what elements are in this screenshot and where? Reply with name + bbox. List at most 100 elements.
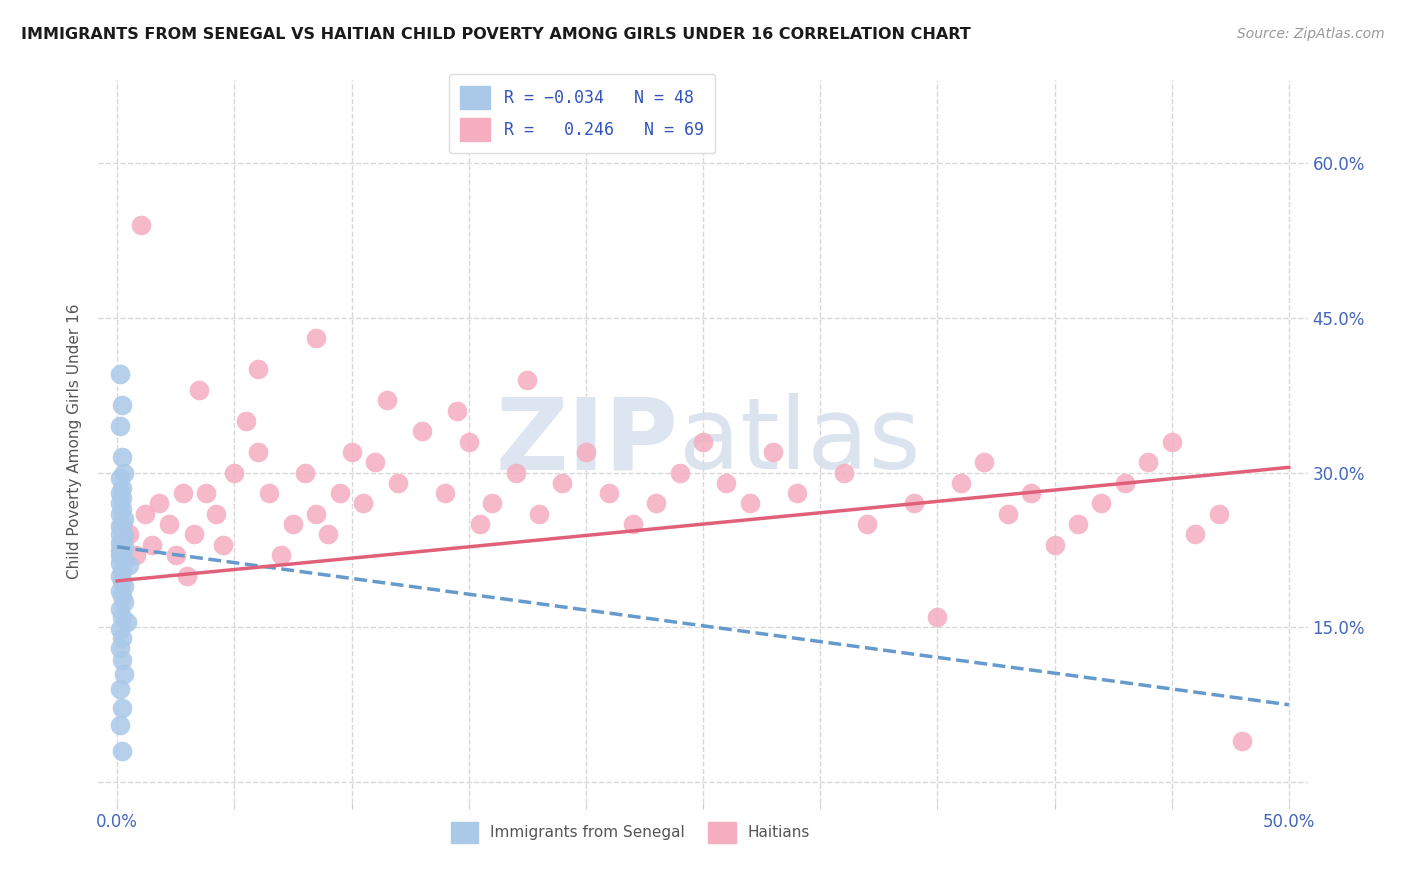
Point (165, 548, 187, 562)
Point (118, 527, 141, 541)
Point (157, 517, 180, 532)
Point (832, 466, 855, 480)
Point (259, 486, 281, 500)
Point (224, 466, 246, 480)
Point (856, 517, 879, 532)
Point (246, 362, 269, 376)
Point (1019, 486, 1042, 500)
Point (668, 466, 690, 480)
Point (111, 701, 134, 715)
Point (108, 568, 131, 582)
Point (903, 496, 925, 510)
Point (111, 653, 134, 667)
Point (111, 491, 134, 506)
Point (692, 434, 714, 449)
Point (129, 218, 152, 232)
Point (305, 507, 328, 521)
Point (1208, 507, 1230, 521)
Point (108, 601, 131, 615)
Point (108, 542, 131, 557)
Point (111, 550, 134, 565)
Point (738, 496, 761, 510)
Text: atlas: atlas (679, 393, 921, 490)
Point (188, 383, 211, 397)
Point (762, 445, 785, 459)
Point (1160, 434, 1182, 449)
Point (1043, 538, 1066, 552)
Point (111, 610, 134, 624)
Point (108, 496, 131, 510)
Point (527, 507, 550, 521)
Point (281, 517, 304, 532)
Point (316, 527, 339, 541)
Point (111, 564, 134, 578)
Point (108, 557, 131, 571)
Point (329, 486, 352, 500)
Point (125, 548, 148, 562)
Point (997, 507, 1019, 521)
Point (973, 455, 995, 469)
Point (111, 522, 134, 536)
Point (111, 517, 134, 532)
Text: IMMIGRANTS FROM SENEGAL VS HAITIAN CHILD POVERTY AMONG GIRLS UNDER 16 CORRELATIO: IMMIGRANTS FROM SENEGAL VS HAITIAN CHILD… (21, 27, 970, 42)
Point (470, 517, 492, 532)
Point (516, 373, 538, 387)
Point (246, 445, 269, 459)
Point (108, 623, 131, 637)
Point (111, 538, 134, 552)
Point (176, 568, 198, 582)
Point (621, 517, 644, 532)
Point (411, 424, 433, 438)
Point (111, 744, 134, 758)
Point (112, 666, 135, 681)
Point (387, 475, 409, 490)
Text: ZIP: ZIP (496, 393, 679, 490)
Point (575, 445, 598, 459)
Point (481, 496, 503, 510)
Point (645, 496, 668, 510)
Legend: Immigrants from Senegal, Haitians: Immigrants from Senegal, Haitians (444, 815, 817, 849)
Point (108, 682, 131, 697)
Point (108, 548, 131, 562)
Point (446, 403, 468, 417)
Point (457, 434, 479, 449)
Point (112, 466, 135, 480)
Point (112, 579, 135, 593)
Point (949, 475, 972, 490)
Point (1114, 475, 1136, 490)
Point (172, 486, 194, 500)
Point (195, 486, 218, 500)
Point (340, 445, 363, 459)
Point (551, 475, 574, 490)
Point (112, 512, 135, 526)
Point (270, 548, 292, 562)
Point (108, 640, 131, 655)
Point (305, 331, 328, 345)
Point (375, 393, 398, 408)
Point (115, 615, 138, 630)
Point (111, 481, 134, 495)
Point (211, 538, 233, 552)
Point (108, 535, 131, 549)
Point (111, 501, 134, 516)
Point (204, 507, 226, 521)
Point (112, 553, 135, 567)
Point (108, 471, 131, 485)
Point (1137, 455, 1160, 469)
Point (111, 546, 134, 560)
Point (108, 718, 131, 732)
Point (108, 527, 131, 541)
Point (111, 398, 134, 412)
Point (1067, 517, 1090, 532)
Point (111, 533, 134, 547)
Point (108, 519, 131, 533)
Point (111, 590, 134, 604)
Point (716, 475, 738, 490)
Point (786, 486, 808, 500)
Point (112, 594, 135, 608)
Point (112, 540, 135, 554)
Point (108, 584, 131, 599)
Point (1184, 527, 1206, 541)
Point (183, 527, 205, 541)
Point (598, 486, 620, 500)
